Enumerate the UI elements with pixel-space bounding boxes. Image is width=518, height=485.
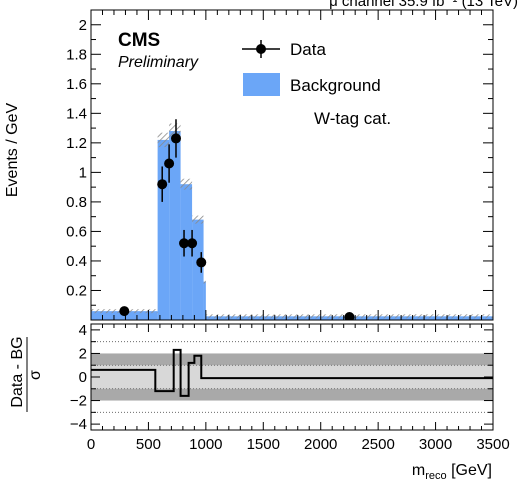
x-tick-label: 3000 xyxy=(419,436,452,453)
x-axis-label-main: m xyxy=(412,462,425,479)
x-tick-label: 1000 xyxy=(189,436,222,453)
experiment-label: CMS xyxy=(118,30,160,51)
data-point-7 xyxy=(344,312,355,320)
pull-line xyxy=(91,348,493,397)
data-point-4 xyxy=(179,238,190,249)
y-tick-label: 0.6 xyxy=(66,223,87,240)
x-axis-label-unit: [GeV] xyxy=(447,462,492,479)
x-tick-label: 1500 xyxy=(247,436,280,453)
background-uncertainty-5 xyxy=(203,279,206,284)
x-axis-label: mreco [GeV] xyxy=(412,462,492,482)
ratio-plot-area xyxy=(91,341,493,413)
ratio-y-tick-label: 0 xyxy=(79,369,87,386)
main-plot-area xyxy=(91,119,493,320)
main-frame xyxy=(90,9,494,321)
y-tick-label: 1 xyxy=(79,164,87,181)
ratio-y-label-numerator: Data - BG xyxy=(9,336,26,407)
x-tick-label: 2000 xyxy=(304,436,337,453)
background-bar-3 xyxy=(180,184,193,320)
background-uncertainty-2 xyxy=(169,123,181,139)
y-tick-label: 2 xyxy=(79,17,87,34)
data-point-5 xyxy=(187,238,198,249)
y-tick-label: 1.2 xyxy=(66,135,87,152)
y-tick-label: 0.4 xyxy=(66,253,87,270)
data-point-0 xyxy=(119,306,130,317)
legend-data-marker xyxy=(256,44,266,54)
ratio-y-label-denominator: σ xyxy=(27,370,44,380)
lumi-label: μ channel 35.9 fb⁻¹ (13 TeV) xyxy=(329,0,518,10)
ratio-y-tick-label: −4 xyxy=(70,416,87,433)
x-tick-label: 3500 xyxy=(476,436,509,453)
legend-background-label: Background xyxy=(290,76,381,95)
category-label: W-tag cat. xyxy=(314,109,391,128)
axes: 0.2 0.4 0.6 0.8 1 1.2 1.4 1.6 1.8 2 −4 −2 0 2 4 0 500 100… xyxy=(66,9,510,453)
x-axis-label-sub: reco xyxy=(425,470,446,482)
y-tick-label: 1.4 xyxy=(66,105,87,122)
legend-background-swatch xyxy=(243,73,280,96)
data-point-6 xyxy=(196,257,207,268)
data-point-1 xyxy=(157,179,168,190)
ratio-y-tick-label: −2 xyxy=(70,393,87,410)
ratio-y-axis-label: Data - BG σ xyxy=(9,336,44,412)
y-tick-label: 1.6 xyxy=(66,76,87,93)
ratio-band-inner xyxy=(91,365,493,389)
x-tick-label: 2500 xyxy=(361,436,394,453)
background-bar-1 xyxy=(157,139,170,320)
background-uncertainty-4 xyxy=(192,215,204,224)
legend-data-label: Data xyxy=(290,40,326,59)
ratio-y-tick-label: 4 xyxy=(79,322,87,339)
x-tick-label: 500 xyxy=(136,436,161,453)
experiment-status: Preliminary xyxy=(118,54,199,71)
background-uncertainty-3 xyxy=(180,178,193,190)
x-tick-label: 0 xyxy=(87,436,95,453)
background-uncertainty-1 xyxy=(157,132,170,148)
y-tick-label: 1.8 xyxy=(66,46,87,63)
background-bar-2 xyxy=(169,131,181,320)
legend: Data Background W-tag cat. xyxy=(242,40,391,128)
data-point-2 xyxy=(164,158,175,169)
background-bar-4 xyxy=(192,219,204,320)
y-tick-label: 0.8 xyxy=(66,194,87,211)
ratio-y-tick-label: 2 xyxy=(79,345,87,362)
y-axis-label: Events / GeV xyxy=(4,103,21,198)
y-tick-label: 0.2 xyxy=(66,282,87,299)
background-bar-5 xyxy=(203,281,206,320)
data-point-3 xyxy=(170,133,181,144)
